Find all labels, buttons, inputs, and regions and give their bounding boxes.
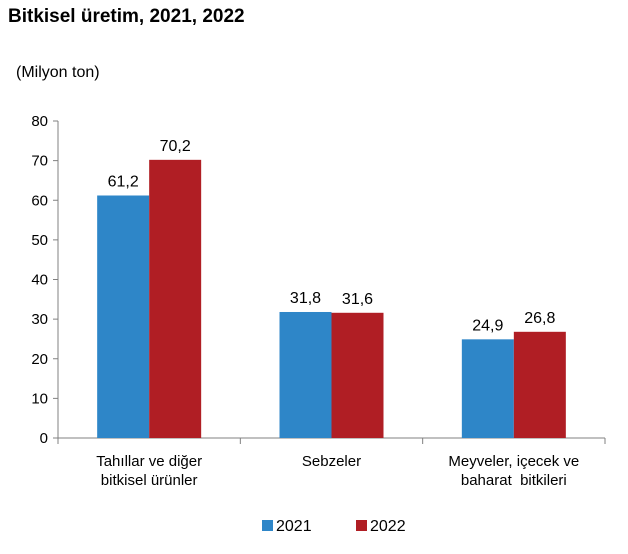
y-axis-unit-label: (Milyon ton)	[16, 64, 100, 81]
y-tick-label: 0	[40, 430, 48, 447]
bar-2022-3	[513, 331, 566, 438]
data-label: 24,9	[472, 317, 503, 334]
data-label: 31,6	[342, 291, 373, 308]
data-label: 61,2	[108, 173, 139, 190]
x-category-label: Meyveler, içecek ve	[448, 453, 579, 470]
y-tick-label: 30	[31, 311, 48, 328]
y-tick-label: 80	[31, 113, 48, 130]
legend-swatch-2022	[356, 520, 367, 531]
bar-2021-2	[279, 311, 332, 438]
y-tick-label: 20	[31, 351, 48, 368]
y-tick-label: 70	[31, 153, 48, 170]
data-label: 31,8	[290, 290, 321, 307]
x-category-label: baharat bitkileri	[461, 472, 567, 489]
y-tick-label: 40	[31, 272, 48, 289]
data-label: 70,2	[160, 138, 191, 155]
legend-swatch-2021	[262, 520, 273, 531]
legend-label: 2022	[370, 518, 406, 535]
y-tick-label: 10	[31, 390, 48, 407]
bar-2022-2	[331, 312, 384, 438]
legend-label: 2021	[276, 518, 312, 535]
bar-2022-1	[149, 159, 202, 438]
x-category-label: bitkisel ürünler	[101, 472, 198, 489]
y-tick-label: 50	[31, 232, 48, 249]
y-tick-label: 60	[31, 192, 48, 209]
x-category-label: Tahıllar ve diğer	[96, 453, 202, 470]
x-category-label: Sebzeler	[302, 453, 361, 470]
bar-2021-1	[97, 195, 150, 438]
bar-2021-3	[461, 339, 514, 438]
chart-title: Bitkisel üretim, 2021, 2022	[8, 6, 245, 27]
data-label: 26,8	[524, 310, 555, 327]
